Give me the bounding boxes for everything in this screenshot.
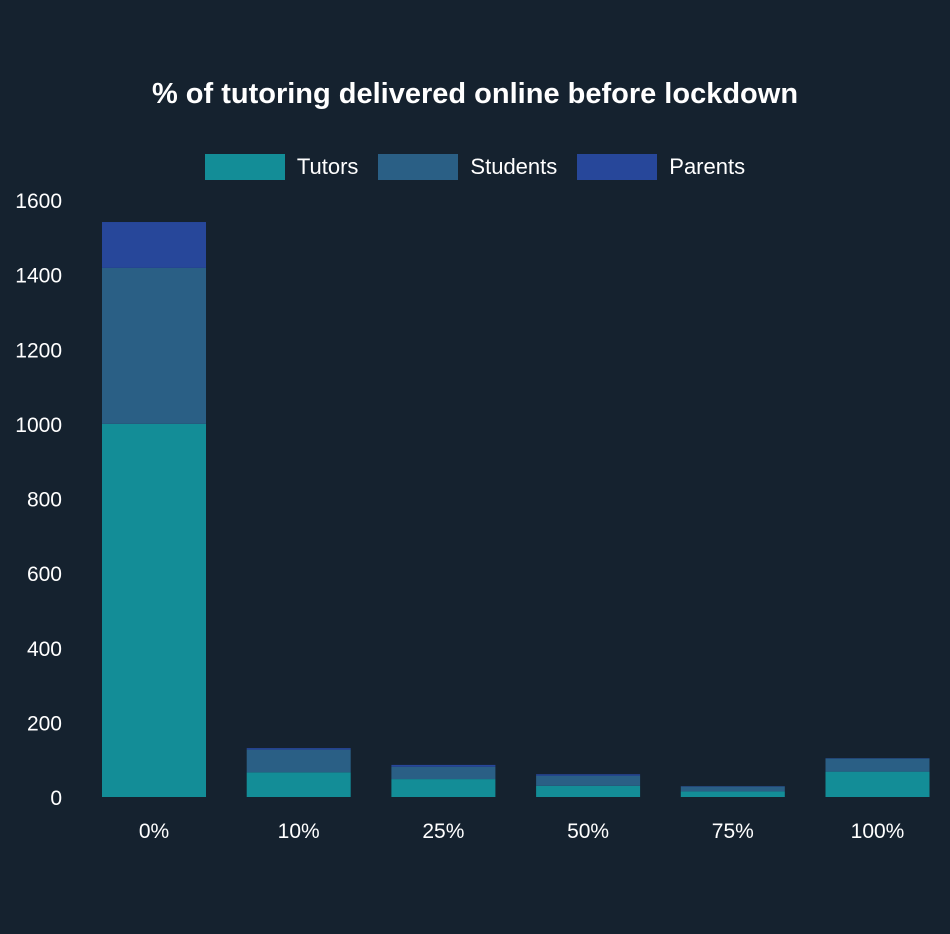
y-tick-label: 1400 [15, 265, 62, 288]
bar-students-0pct [102, 267, 206, 424]
legend-label: Students [470, 154, 558, 179]
y-tick-label: 600 [27, 563, 62, 586]
x-tick-label: 75% [712, 820, 754, 843]
legend-swatch [378, 154, 459, 180]
bar-parents-10pct [246, 748, 351, 750]
legend: Tutors Students Parents [0, 154, 950, 180]
bar-tutors-10pct [246, 772, 351, 797]
y-tick-label: 800 [27, 489, 62, 512]
bar-tutors-75pct [680, 791, 785, 797]
legend-label: Parents [669, 154, 746, 179]
legend-label: Tutors [296, 154, 359, 179]
legend-item-parents[interactable]: Parents [577, 154, 745, 180]
chart-title: % of tutoring delivered online before lo… [151, 78, 799, 110]
y-tick-label: 400 [27, 638, 62, 661]
bar-tutors-50pct [536, 785, 641, 797]
legend-swatch [204, 154, 285, 180]
x-tick-label: 25% [422, 820, 464, 843]
bar-tutors-25pct [391, 779, 496, 797]
y-tick-label: 0 [50, 787, 62, 810]
bar-students-75pct [680, 786, 785, 792]
legend-item-tutors[interactable]: Tutors [204, 154, 359, 180]
x-tick-label: 100% [851, 820, 905, 843]
bar-parents-50pct [536, 774, 641, 776]
legend-swatch [577, 154, 658, 180]
y-tick-label: 1200 [15, 339, 62, 362]
y-tick-label: 1000 [15, 414, 62, 437]
x-tick-label: 0% [139, 820, 169, 843]
bar-tutors-100pct [825, 771, 930, 797]
y-tick-label: 200 [27, 712, 62, 735]
bar-students-50pct [536, 775, 641, 786]
bar-students-10pct [246, 749, 351, 773]
y-tick-label: 1600 [15, 190, 62, 213]
bar-tutors-0pct [102, 423, 206, 797]
bar-parents-0pct [102, 222, 206, 268]
bar-parents-25pct [391, 764, 496, 767]
bar-students-25pct [391, 766, 496, 780]
bar-students-100pct [825, 758, 930, 772]
legend-item-students[interactable]: Students [378, 154, 557, 180]
x-tick-label: 10% [278, 820, 320, 843]
x-tick-label: 50% [567, 820, 609, 843]
